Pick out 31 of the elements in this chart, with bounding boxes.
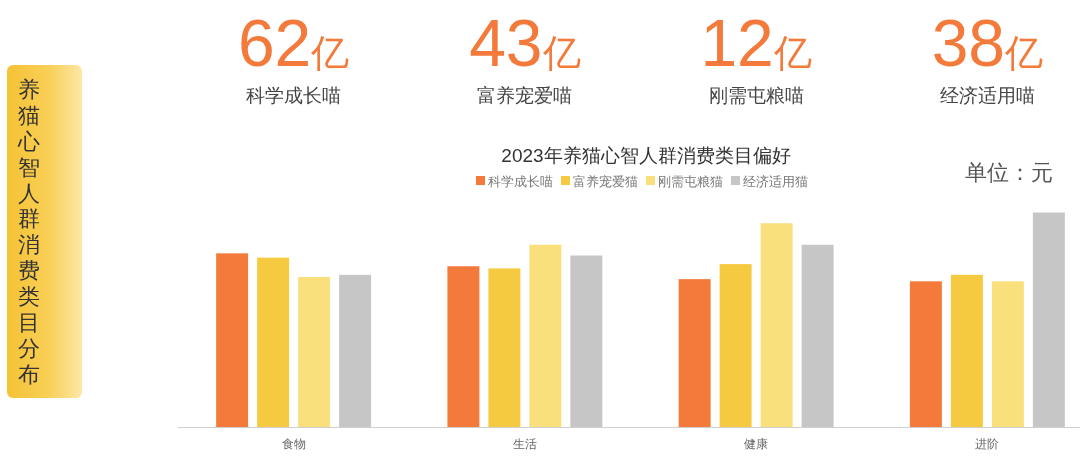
bar	[719, 264, 752, 428]
bar	[216, 253, 249, 428]
chart-title: 2023年养猫心智人群消费类目偏好	[501, 145, 791, 166]
x-tick-label: 进阶	[975, 437, 1000, 451]
bar	[447, 266, 480, 428]
bar	[488, 268, 521, 428]
text: 富养宠爱喵	[477, 85, 573, 106]
text: 43亿	[469, 6, 581, 80]
legend-label: 刚需屯粮猫	[658, 173, 723, 189]
legend-label: 科学成长喵	[488, 173, 553, 189]
x-tick-label: 健康	[744, 437, 769, 451]
bar	[298, 277, 331, 428]
text: 38亿	[931, 6, 1044, 80]
bar	[991, 281, 1024, 428]
legend-label: 经济适用猫	[743, 173, 808, 189]
bar	[257, 257, 290, 428]
chart-title: 养猫心智人群消费类目分布	[18, 76, 40, 387]
text: 刚需屯粮喵	[708, 85, 804, 106]
text: 单位：元	[965, 160, 1053, 185]
bar	[529, 244, 562, 428]
bar	[950, 274, 983, 428]
text: 62亿	[237, 6, 350, 80]
x-tick-label: 食物	[281, 437, 306, 451]
text: 科学成长喵	[246, 85, 342, 106]
text: 经济适用喵	[939, 85, 1035, 106]
text: 12亿	[700, 6, 812, 80]
legend-label: 富养宠爱猫	[573, 173, 638, 189]
x-tick-label: 生活	[512, 437, 537, 451]
bar	[678, 279, 711, 428]
bar	[760, 223, 793, 428]
bar	[909, 281, 942, 428]
